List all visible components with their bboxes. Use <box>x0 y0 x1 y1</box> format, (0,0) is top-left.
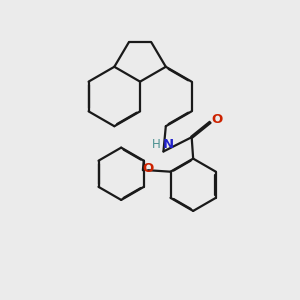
Text: O: O <box>142 162 154 175</box>
Text: H: H <box>152 138 160 152</box>
Text: O: O <box>211 113 222 126</box>
Text: N: N <box>163 138 174 152</box>
